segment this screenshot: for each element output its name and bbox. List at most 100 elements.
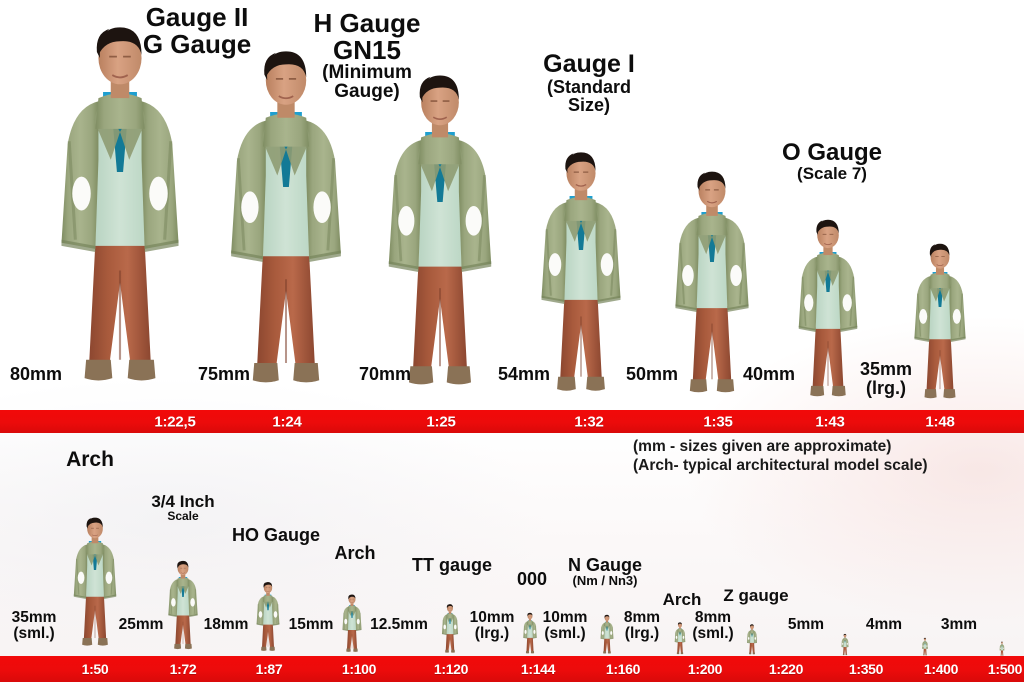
scale-tick-1-24: 1:24	[272, 413, 302, 430]
figure-gauge-i	[529, 142, 633, 412]
scale-tick-1-120: 1:120	[433, 661, 469, 677]
mm-label-gauge-1-48: 35mm (lrg.)	[860, 360, 912, 398]
mm-value: 54mm	[497, 364, 551, 384]
figure-art	[67, 512, 123, 657]
gauge-label-gauge-i: Gauge I (Standard Size)	[543, 51, 635, 114]
label-subline: Gauge)	[334, 81, 400, 103]
figure-gauge-1-35	[664, 162, 760, 412]
figure-arch-1-100	[339, 592, 364, 657]
mm-label-gauge-1-25: 70mm	[359, 365, 411, 384]
scale-tick-1-220: 1:220	[768, 661, 804, 677]
mm-value: 4mm	[865, 616, 903, 633]
figure-z-gauge	[745, 623, 758, 657]
mm-label-three-quarter-inch-scale: 25mm	[118, 616, 164, 633]
figure-art	[373, 62, 508, 412]
mm-value: 75mm	[197, 364, 251, 384]
figure-o-gauge	[790, 212, 867, 412]
mm-qualifier: (lrg.)	[624, 625, 660, 643]
note-line-2: (Arch- typical architectural model scale…	[633, 457, 928, 475]
label-line: 000	[516, 569, 548, 589]
label-line: GN15	[333, 34, 401, 65]
label-subline: (Scale 7)	[797, 164, 867, 184]
gauge-label-n-gauge: N Gauge (Nm / Nn3)	[568, 556, 642, 588]
scale-tick-1-22-5: 1:22,5	[154, 413, 196, 430]
label-subline: (Minimum	[322, 62, 412, 84]
mm-label-n-gauge: 10mm (sml.)	[542, 609, 588, 643]
label-line: G Gauge	[142, 28, 252, 59]
scale-tick-1-160: 1:160	[605, 661, 641, 677]
mm-label-gauge-ii-g-gauge: 80mm	[10, 365, 62, 384]
gauge-label-three-quarter-inch-scale: 3/4 Inch Scale	[151, 493, 214, 523]
scale-tick-1-144: 1:144	[520, 661, 556, 677]
gauge-label-gauge-ii-g-gauge: Gauge II G Gauge	[143, 4, 251, 57]
mm-label-gauge-1-350: 5mm	[788, 616, 824, 633]
mm-label-gauge-1-500: 3mm	[940, 616, 978, 633]
figure-art	[164, 557, 203, 657]
figure-art	[339, 592, 364, 657]
mm-qualifier: (lrg.)	[866, 377, 906, 398]
mm-label-arch-1-100: 15mm	[289, 616, 334, 633]
mm-value: 18mm	[203, 616, 249, 633]
label-subline: Scale	[167, 509, 199, 524]
mm-label-gauge-1-400: 4mm	[865, 616, 903, 633]
mm-qualifier: (sml.)	[544, 625, 586, 643]
figure-art	[253, 579, 283, 657]
scale-band-top: 1:22,5 1:24 1:25 1:32 1:35 1:43 1:48	[0, 410, 1024, 433]
scale-tick-1-48: 1:48	[925, 413, 955, 430]
scale-tick-1-35: 1:35	[703, 413, 733, 430]
mm-value: 12.5mm	[370, 616, 428, 633]
figure-three-quarter-inch-scale	[164, 557, 203, 657]
figure-art	[999, 641, 1005, 657]
mm-label-z-gauge: 8mm (sml.)	[692, 609, 733, 643]
figure-gauge-1-500	[999, 641, 1005, 657]
gauge-label-arch-1-200: Arch	[662, 590, 702, 609]
figure-tt-gauge	[439, 602, 460, 657]
figure-art	[664, 162, 760, 412]
figure-art	[521, 611, 539, 657]
scale-band-bottom: 1:50 1:72 1:87 1:100 1:120 1:144 1:160 1:200 1:2…	[0, 656, 1024, 682]
gauge-label-ho-gauge: HO Gauge	[232, 526, 320, 545]
label-line: Arch	[662, 590, 702, 609]
figure-art	[906, 237, 973, 412]
figure-art	[840, 633, 849, 657]
notes-block: (mm - sizes given are approximate) (Arch…	[633, 437, 1024, 476]
label-line: Arch	[66, 448, 114, 471]
mm-label-tt-gauge: 12.5mm	[370, 616, 428, 633]
figure-art	[43, 12, 197, 412]
mm-value: 80mm	[9, 364, 63, 384]
gauge-label-arch-1-50: Arch	[66, 448, 114, 471]
mm-value: 40mm	[742, 364, 796, 384]
scale-tick-1-50: 1:50	[81, 661, 109, 677]
gauge-label-o-gauge: O Gauge (Scale 7)	[782, 140, 882, 184]
gauge-label-arch-1-100: Arch	[334, 544, 375, 563]
gauge-label-h-gauge-gn15: H Gauge GN15 (Minimum Gauge)	[314, 10, 421, 102]
figure-gauge-1-25	[373, 62, 508, 412]
scale-tick-1-25: 1:25	[426, 413, 456, 430]
label-line: Gauge II	[145, 2, 249, 32]
mm-qualifier: (lrg.)	[474, 625, 510, 643]
label-line: 3/4 Inch	[151, 492, 215, 511]
mm-value: 8mm	[623, 609, 661, 626]
figure-art	[599, 613, 616, 657]
gauge-label-tt-gauge: TT gauge	[412, 555, 492, 575]
figure-gauge-1-48	[906, 237, 973, 412]
figure-n-gauge	[599, 613, 616, 657]
label-line: TT gauge	[412, 555, 492, 575]
mm-value: 35mm	[11, 609, 57, 626]
mm-value: 3mm	[940, 616, 978, 633]
mm-value: 10mm	[469, 609, 515, 626]
mm-value: 50mm	[625, 364, 679, 384]
mm-value: 8mm	[694, 609, 732, 626]
figure-gauge-1-350	[840, 633, 849, 657]
scale-tick-1-100: 1:100	[341, 661, 377, 677]
scale-tick-1-500: 1:500	[987, 661, 1023, 677]
label-line: H Gauge	[313, 8, 421, 38]
figure-ho-gauge	[253, 579, 283, 657]
mm-value: 25mm	[118, 616, 164, 633]
mm-label-h-gauge-gn15: 75mm	[198, 365, 250, 384]
mm-qualifier: (sml.)	[13, 625, 55, 643]
scale-tick-1-400: 1:400	[923, 661, 959, 677]
mm-value: 10mm	[542, 609, 588, 626]
scale-tick-1-200: 1:200	[687, 661, 723, 677]
